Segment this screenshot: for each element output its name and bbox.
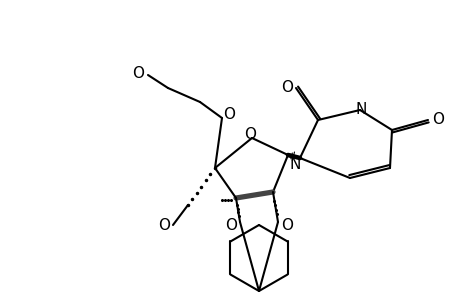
Text: O: O <box>243 127 256 142</box>
Text: O: O <box>223 106 235 122</box>
Text: O: O <box>132 65 144 80</box>
Text: O: O <box>280 218 292 232</box>
Text: N: N <box>289 157 300 172</box>
Text: O: O <box>224 218 236 232</box>
Text: O: O <box>157 218 170 232</box>
Text: N: N <box>354 101 366 116</box>
Text: O: O <box>431 112 443 127</box>
Text: O: O <box>280 80 292 94</box>
